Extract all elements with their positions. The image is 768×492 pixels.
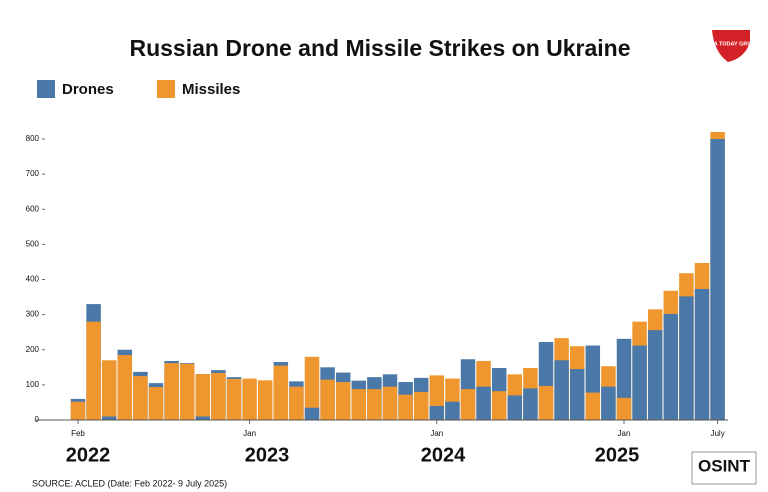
legend-label: Drones: [62, 81, 114, 98]
bar: [351, 389, 367, 420]
osint-logo: OSINT: [691, 451, 757, 485]
bar: [211, 372, 226, 420]
bar: [117, 355, 133, 420]
bar: [507, 395, 523, 420]
chart-title: Russian Drone and Missile Strikes on Ukr…: [129, 35, 630, 61]
legend-label: Missiles: [182, 81, 240, 98]
bar: [289, 386, 304, 420]
bar: [523, 388, 538, 420]
bar: [226, 378, 242, 420]
bar: [148, 386, 164, 420]
bar: [476, 386, 491, 420]
bar: [538, 385, 554, 420]
y-tick-label: 500: [26, 239, 40, 248]
year-label: 2023: [245, 444, 290, 466]
bar: [273, 365, 289, 420]
y-tick-label: 100: [26, 380, 40, 389]
bar: [632, 345, 647, 420]
bar: [382, 386, 398, 420]
year-label: 2025: [595, 444, 640, 466]
bar: [164, 363, 179, 420]
bar: [679, 296, 694, 420]
bar: [195, 373, 211, 420]
osint-text: OSINT: [698, 456, 751, 475]
bar: [304, 407, 320, 420]
osint-box: [691, 451, 757, 485]
y-tick-label: 300: [26, 310, 40, 319]
bar: [179, 363, 195, 420]
bar: [569, 369, 585, 420]
bar: [710, 139, 725, 420]
bar: [694, 288, 710, 420]
y-tick-label: 400: [26, 275, 40, 284]
bar: [616, 397, 632, 420]
y-tick-label: 800: [26, 134, 40, 143]
legend-swatch: [37, 80, 55, 98]
bar: [647, 330, 663, 420]
bar: [101, 360, 117, 420]
bar: [335, 382, 351, 420]
y-tick-label: 700: [26, 169, 40, 178]
bar: [86, 321, 101, 420]
year-label: 2022: [66, 444, 111, 466]
bar: [320, 379, 335, 420]
bar: [242, 378, 257, 420]
bar: [601, 386, 616, 420]
bar: [413, 391, 429, 420]
bar: [367, 389, 382, 420]
logo-shape: [712, 30, 750, 62]
bar: [195, 416, 211, 420]
x-tick-label: July: [710, 429, 724, 438]
y-tick-label: 600: [26, 204, 40, 213]
bar: [304, 356, 320, 420]
bar: [101, 416, 117, 420]
year-label: 2024: [421, 444, 466, 466]
bar: [429, 405, 445, 420]
bar: [585, 392, 601, 420]
bar: [257, 380, 273, 420]
bar: [398, 394, 413, 420]
x-tick-label: Jan: [430, 429, 443, 438]
bar: [491, 391, 507, 420]
x-tick-label: Jan: [243, 429, 256, 438]
y-tick-label: 200: [26, 345, 40, 354]
source: SOURCE: ACLED (Date: Feb 2022- 9 July 20…: [32, 478, 227, 488]
bar: [70, 401, 86, 420]
logo-text: INDIA TODAY GROUP: [703, 41, 760, 47]
bar: [133, 376, 148, 420]
logo: INDIA TODAY GROUP: [703, 30, 760, 62]
bar: [663, 313, 679, 420]
bar: [445, 401, 460, 420]
x-tick-label: Feb: [71, 429, 85, 438]
x-tick-label: Jan: [618, 429, 631, 438]
bar: [554, 360, 569, 420]
bar: [460, 389, 476, 420]
legend-swatch: [157, 80, 175, 98]
